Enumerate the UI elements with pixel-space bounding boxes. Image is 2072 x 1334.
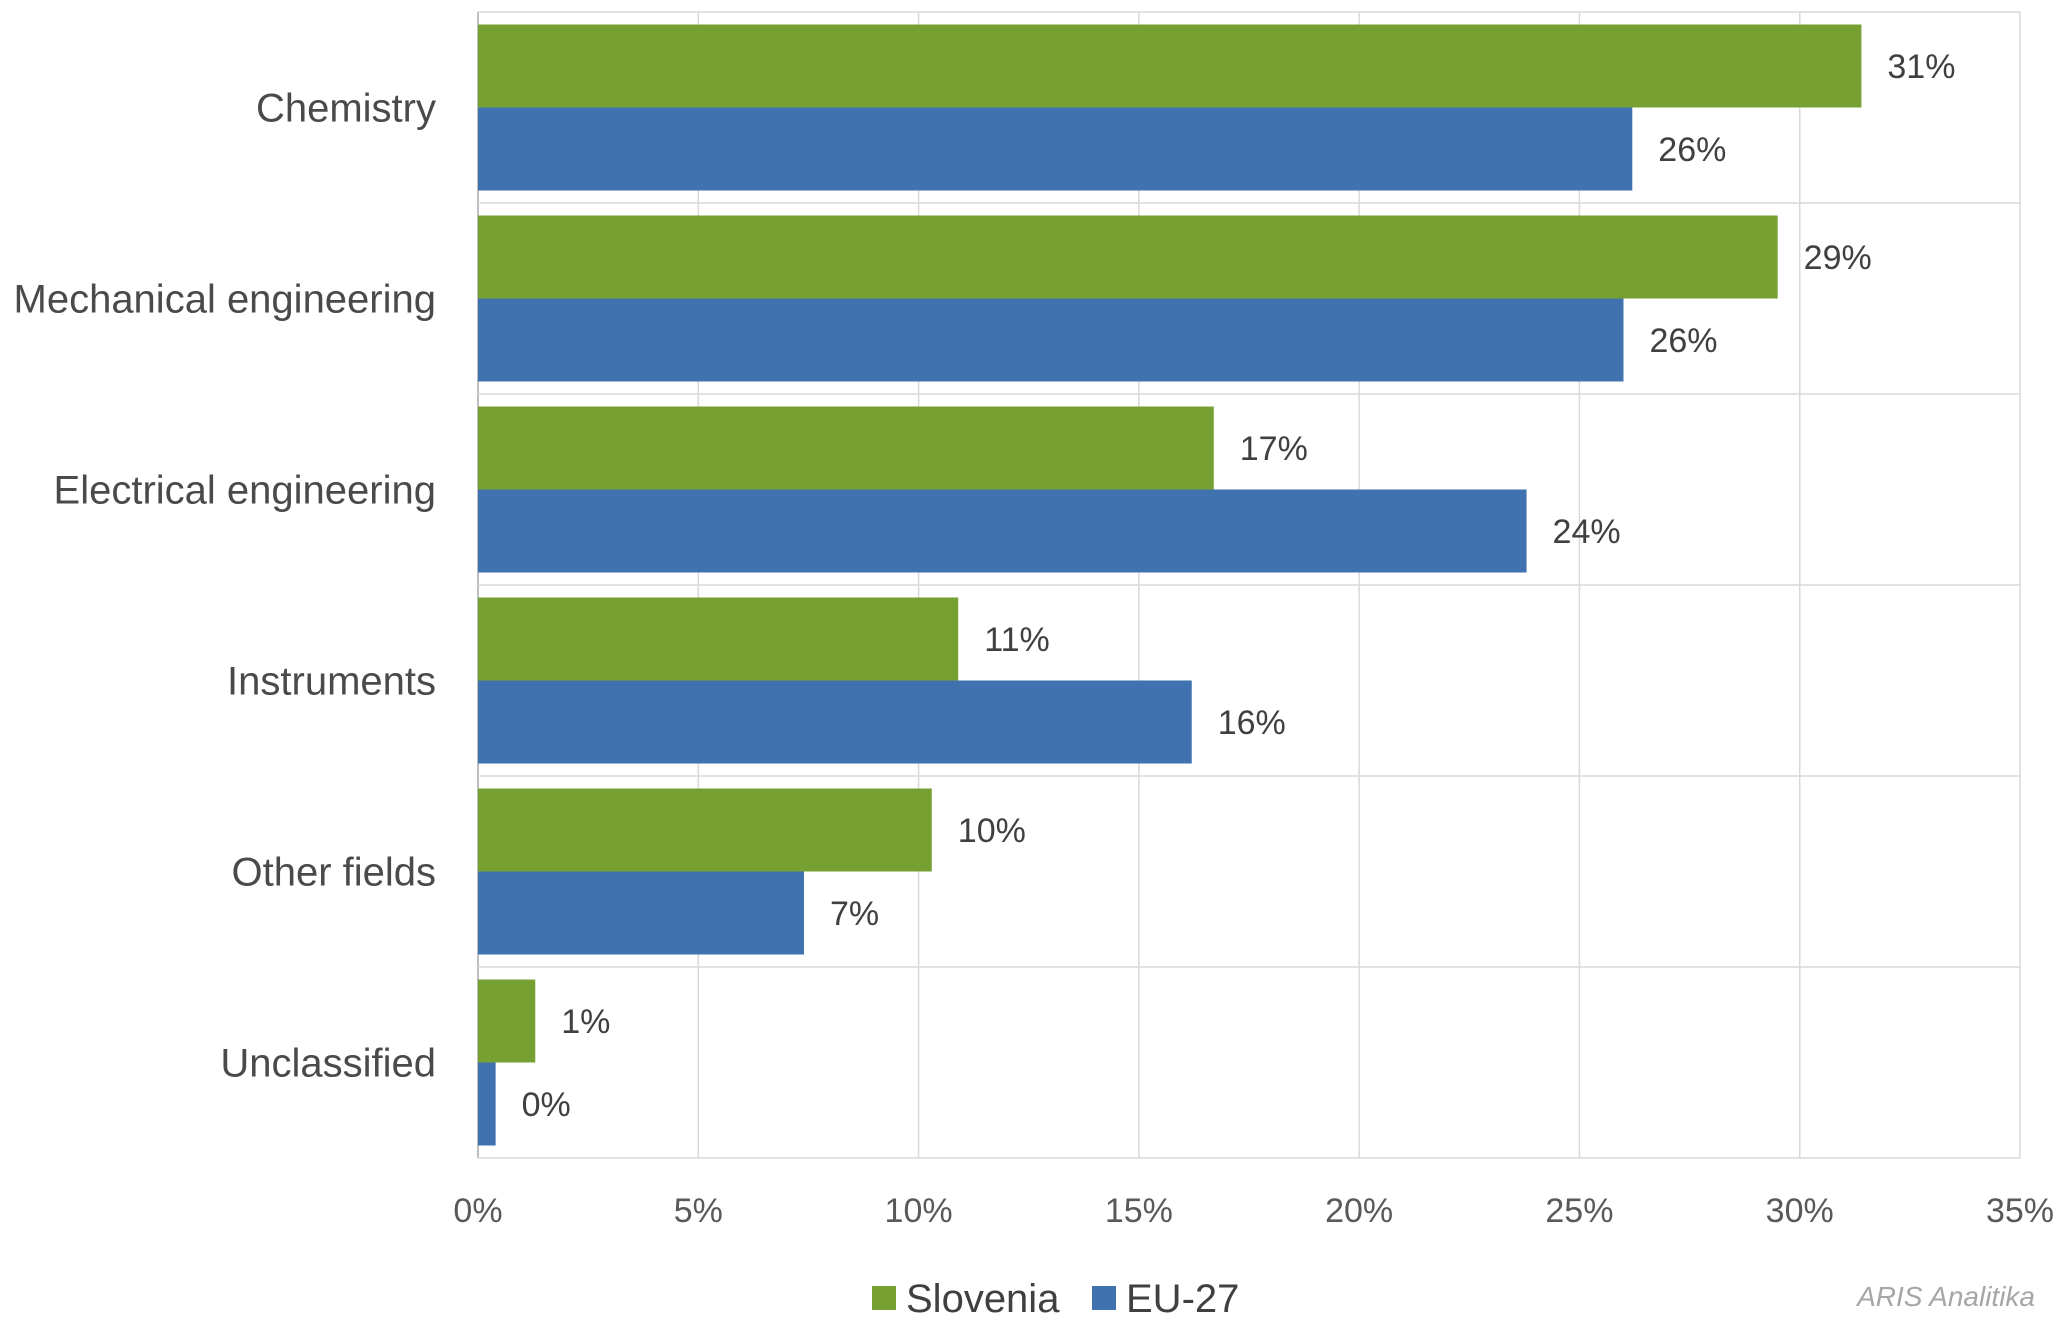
- data-label: 0%: [522, 1086, 571, 1124]
- bars: [478, 24, 1862, 1146]
- legend: Slovenia EU-27: [872, 1277, 1239, 1321]
- category-label: Chemistry: [256, 87, 436, 131]
- grid: [477, 11, 2021, 1159]
- data-label: 11%: [984, 621, 1050, 659]
- x-tick-label: 20%: [1325, 1192, 1393, 1230]
- source-credit: ARIS Analitika: [1855, 1281, 2035, 1312]
- legend-swatch: [1092, 1286, 1116, 1310]
- x-axis-tick-labels: 0% 5% 10% 15% 20% 25% 30% 35%: [453, 1192, 2054, 1230]
- category-label: Other fields: [231, 851, 436, 895]
- bar: [478, 406, 1214, 490]
- data-label: 26%: [1658, 131, 1726, 169]
- data-label: 7%: [830, 895, 879, 933]
- bar: [478, 489, 1527, 573]
- data-label: 16%: [1218, 704, 1286, 742]
- data-label: 26%: [1649, 322, 1717, 360]
- legend-label: EU-27: [1126, 1277, 1239, 1321]
- data-labels: 31% 26% 29% 26% 17% 24% 11% 16% 10% 7% 1% 0%: [522, 48, 1956, 1124]
- data-label: 24%: [1553, 513, 1621, 551]
- category-label: Instruments: [227, 660, 436, 704]
- data-label: 17%: [1240, 430, 1308, 468]
- x-tick-label: 15%: [1105, 1192, 1173, 1230]
- data-label: 10%: [958, 812, 1026, 850]
- bar: [478, 298, 1624, 382]
- legend-swatch: [872, 1286, 896, 1310]
- category-label: Electrical engineering: [54, 469, 436, 513]
- bar: [478, 871, 805, 955]
- x-tick-label: 25%: [1545, 1192, 1613, 1230]
- bar: [478, 107, 1633, 191]
- data-label: 31%: [1887, 48, 1955, 86]
- bar: [478, 24, 1862, 108]
- bar: [478, 979, 536, 1063]
- data-label: 29%: [1804, 239, 1872, 277]
- category-label: Mechanical engineering: [14, 278, 437, 322]
- category-label: Unclassified: [220, 1042, 436, 1086]
- x-tick-label: 35%: [1986, 1192, 2054, 1230]
- bar: [478, 597, 959, 681]
- x-tick-label: 30%: [1766, 1192, 1834, 1230]
- bar: [478, 215, 1778, 299]
- category-labels: Chemistry Mechanical engineering Electrica…: [14, 87, 437, 1086]
- bar: [478, 788, 932, 872]
- bar: [478, 1062, 496, 1146]
- x-tick-label: 5%: [674, 1192, 723, 1230]
- x-tick-label: 10%: [885, 1192, 953, 1230]
- bar: [478, 680, 1192, 764]
- data-label: 1%: [561, 1003, 610, 1041]
- x-tick-label: 0%: [453, 1192, 502, 1230]
- legend-label: Slovenia: [906, 1277, 1060, 1321]
